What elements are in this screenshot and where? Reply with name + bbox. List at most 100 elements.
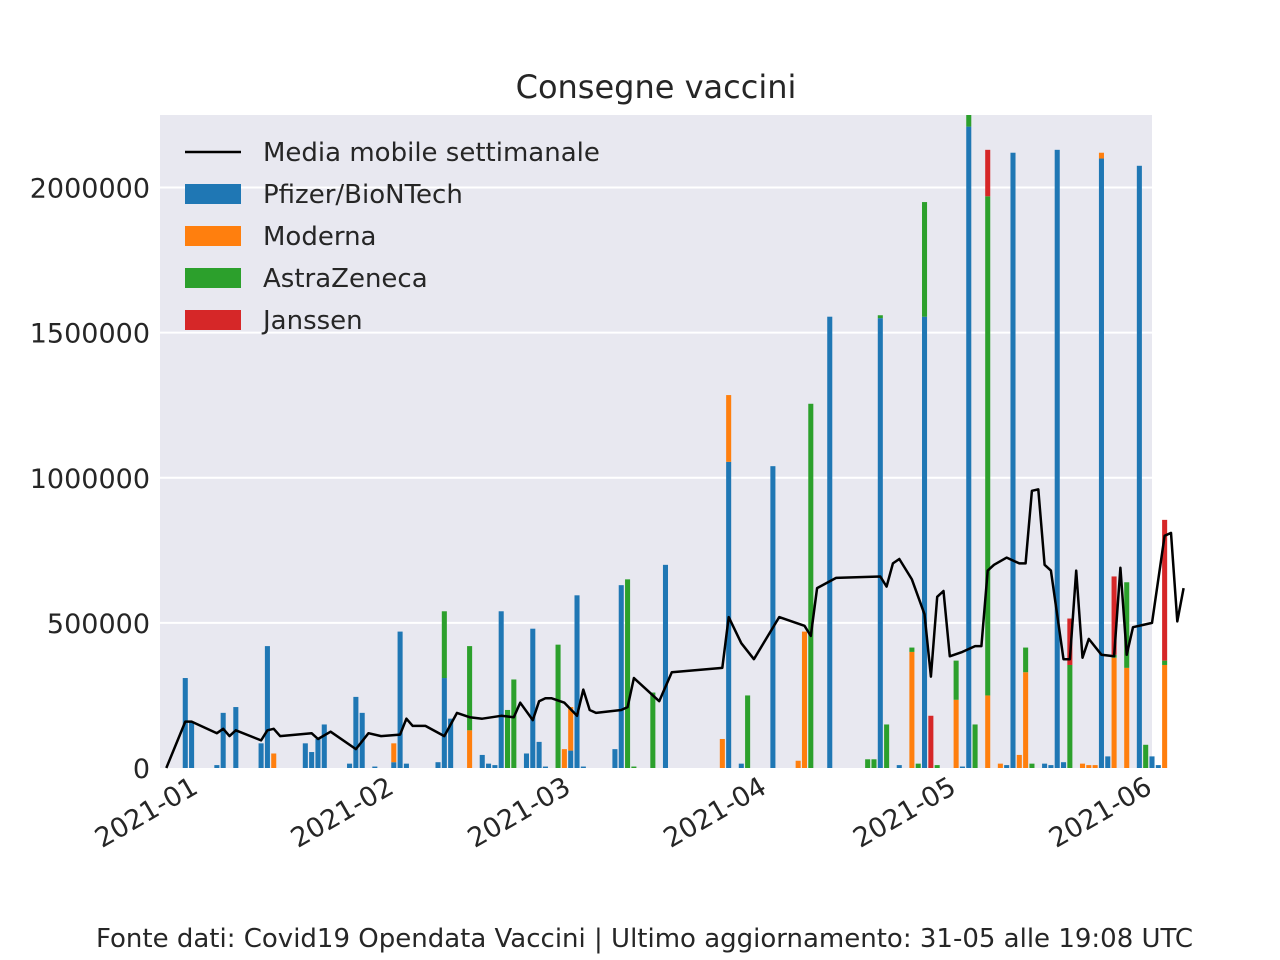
bar-segment-pfizer [542, 766, 548, 768]
bar-segment-moderna [997, 763, 1003, 768]
bar-segment-moderna [985, 695, 991, 768]
chart-title: Consegne vaccini [516, 68, 797, 106]
y-axis: 0 500000 1000000 1500000 2000000 [30, 174, 150, 785]
bar-segment-astrazeneca [555, 644, 561, 768]
legend-label: AstraZeneca [263, 264, 428, 294]
bar-segment-pfizer [302, 743, 308, 768]
bar-segment-pfizer [264, 646, 270, 768]
bar-segment-pfizer [1042, 763, 1048, 768]
bar-segment-astrazeneca [1143, 744, 1149, 768]
x-tick-label: 2021-04 [659, 771, 772, 854]
bar-segment-pfizer [321, 724, 327, 768]
legend-label: Media mobile settimanale [263, 138, 600, 168]
bar-segment-moderna [719, 738, 725, 768]
bar-segment-astrazeneca [966, 115, 972, 127]
bar-segment-pfizer [662, 564, 669, 768]
x-axis: 2021-01 2021-02 2021-03 2021-04 2021-05 2021-… [90, 771, 1157, 854]
bar-segment-moderna [726, 395, 732, 462]
bar-segment-astrazeneca [915, 763, 921, 768]
bar-segment-pfizer [486, 763, 492, 768]
bar-segment-astrazeneca [1162, 660, 1168, 665]
bar-segment-pfizer [738, 763, 744, 768]
bar-segment-pfizer [568, 750, 574, 768]
bar-segment-astrazeneca [625, 579, 631, 768]
bar-segment-pfizer [877, 318, 883, 768]
bar-segment-astrazeneca [934, 765, 940, 768]
legend-label: Janssen [261, 306, 363, 336]
bar-segment-pfizer [523, 753, 529, 768]
bar-segment-janssen [1067, 618, 1073, 665]
bar-segment-pfizer [1136, 165, 1142, 769]
legend-swatch-janssen [185, 310, 241, 330]
y-tick-label: 0 [133, 754, 150, 785]
bar-segment-pfizer [309, 752, 315, 768]
moving-average-group [165, 488, 1185, 769]
bar-segment-pfizer [372, 766, 378, 768]
bar-segment-pfizer [959, 766, 965, 768]
bar-segment-astrazeneca [650, 692, 656, 768]
bar-segment-astrazeneca [953, 660, 959, 700]
bar-segment-astrazeneca [865, 759, 871, 768]
bar-segment-moderna [561, 749, 567, 768]
bar-segment-pfizer [233, 707, 239, 768]
bar-segment-pfizer [1061, 762, 1067, 768]
bar-segment-moderna [1162, 664, 1168, 768]
bar-segment-pfizer [441, 678, 447, 768]
bar-segment-pfizer [1054, 149, 1060, 768]
x-tick-label: 2021-03 [463, 771, 576, 854]
bar-segment-astrazeneca [884, 724, 890, 768]
bar-segment-moderna [1092, 765, 1098, 768]
bar-segment-astrazeneca [745, 695, 751, 768]
bar-segment-moderna [1098, 152, 1104, 159]
y-tick-label: 2000000 [30, 174, 150, 205]
bar-segment-pfizer [1004, 765, 1010, 768]
bar-segment-moderna [1124, 667, 1130, 768]
bar-segment-pfizer [827, 316, 833, 768]
bar-segment-pfizer [618, 585, 624, 768]
bar-segment-pfizer [580, 766, 586, 768]
plot-area [160, 115, 1152, 768]
bar-segment-pfizer [347, 763, 353, 768]
bar-segment-janssen [1162, 519, 1168, 661]
bar-segment-astrazeneca [972, 724, 978, 768]
bar-segment-moderna [1111, 657, 1117, 768]
bar-segment-astrazeneca [1067, 664, 1073, 768]
bar-segment-pfizer [448, 718, 454, 768]
bar-segment-pfizer [492, 765, 498, 768]
y-tick-label: 500000 [47, 609, 150, 640]
bar-segment-astrazeneca [467, 646, 473, 731]
bar-segment-pfizer [612, 749, 618, 768]
bar-segment-moderna [801, 631, 808, 768]
bar-segment-janssen [928, 715, 934, 768]
bar-segment-pfizer [258, 743, 264, 768]
legend: Media mobile settimanale Pfizer/BioNTech M… [185, 138, 600, 336]
bar-segment-pfizer [315, 738, 321, 768]
bar-segment-pfizer [1155, 765, 1161, 768]
x-tick-label: 2021-02 [286, 771, 399, 854]
bar-segment-astrazeneca [1023, 647, 1029, 673]
bar-segment-pfizer [189, 721, 195, 768]
bar-segment-astrazeneca [511, 679, 517, 768]
y-tick-label: 1500000 [30, 319, 150, 350]
bar-segment-pfizer [1010, 152, 1016, 768]
bar-segment-astrazeneca [871, 759, 877, 768]
bar-segment-moderna [795, 760, 801, 768]
bar-segment-pfizer [770, 466, 776, 768]
bars-group [182, 115, 1168, 769]
bar-segment-pfizer [966, 126, 972, 768]
bar-segment-pfizer [574, 595, 580, 768]
bar-segment-pfizer [220, 712, 226, 768]
y-tick-label: 1000000 [30, 464, 150, 495]
bar-segment-moderna [568, 707, 574, 751]
x-tick-label: 2021-05 [848, 771, 961, 854]
bar-segment-astrazeneca [1124, 582, 1130, 668]
legend-swatch-moderna [185, 226, 241, 246]
bar-segment-pfizer [1105, 756, 1111, 768]
bar-segment-pfizer [1098, 158, 1104, 769]
bar-segment-janssen [1111, 576, 1117, 655]
bar-segment-pfizer [922, 316, 928, 768]
moving-average-line [165, 488, 1185, 769]
bar-segment-moderna [909, 651, 915, 768]
bar-segment-janssen [985, 149, 991, 197]
